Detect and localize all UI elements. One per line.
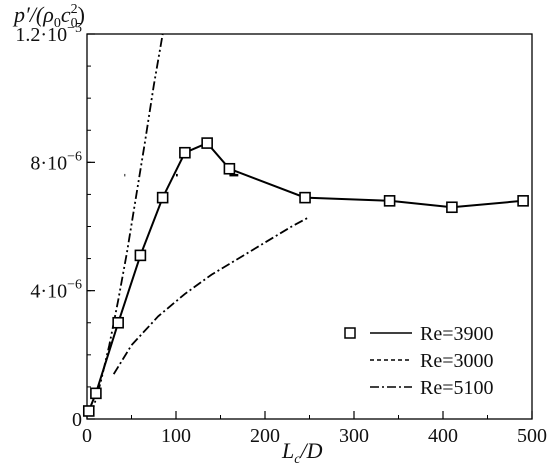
series-line-re3900 xyxy=(87,141,524,412)
legend-label-re3000: Re=3000 xyxy=(420,350,494,372)
marker-layer xyxy=(82,137,529,417)
x-tick-label: 300 xyxy=(339,425,369,447)
x-tick-label: 400 xyxy=(428,425,458,447)
y-tick-label: 1.2·10−5 xyxy=(15,21,82,46)
series-re3900-point xyxy=(82,405,95,417)
legend-label-re5100: Re=5100 xyxy=(420,377,494,399)
legend: Re=3900 Re=3000 Re=5100 xyxy=(344,323,494,399)
series-layer xyxy=(87,33,524,415)
series-re3900-point xyxy=(112,316,124,329)
y-tick-label: 4·10−6 xyxy=(30,278,82,303)
legend-label-re3900: Re=3900 xyxy=(420,323,494,345)
series-re3900-point xyxy=(383,195,396,207)
series-re3900-point xyxy=(223,162,236,175)
series-re3900-point xyxy=(201,137,213,149)
series-re3900-point xyxy=(299,191,311,204)
y-tick-label: 0 xyxy=(72,409,82,431)
x-tick-label: 500 xyxy=(517,425,547,447)
series-re3900-point xyxy=(517,195,529,207)
series-re3900-point xyxy=(179,146,191,159)
x-tick-label: 0 xyxy=(82,425,92,447)
series-re3900-point xyxy=(156,191,169,204)
x-axis-title: Lc/D xyxy=(281,438,323,467)
y-tick-label: 8·10−6 xyxy=(30,149,82,174)
x-tick-label: 200 xyxy=(250,425,280,447)
legend-marker-re3900 xyxy=(344,327,356,339)
series-line-re5100 xyxy=(112,216,310,375)
series-re3900-point xyxy=(446,201,458,214)
x-tick-label: 100 xyxy=(161,425,191,447)
series-line-unlabeled-3 xyxy=(90,33,164,415)
series-re3900-point xyxy=(90,387,102,400)
y-axis-title: p′/(ρ0c02) xyxy=(12,2,85,31)
series-re3900-point xyxy=(134,249,147,262)
ticks: 0 100 200 300 400 500 0 4·10−6 8·10−6 1.2·10−5 xyxy=(15,21,547,447)
